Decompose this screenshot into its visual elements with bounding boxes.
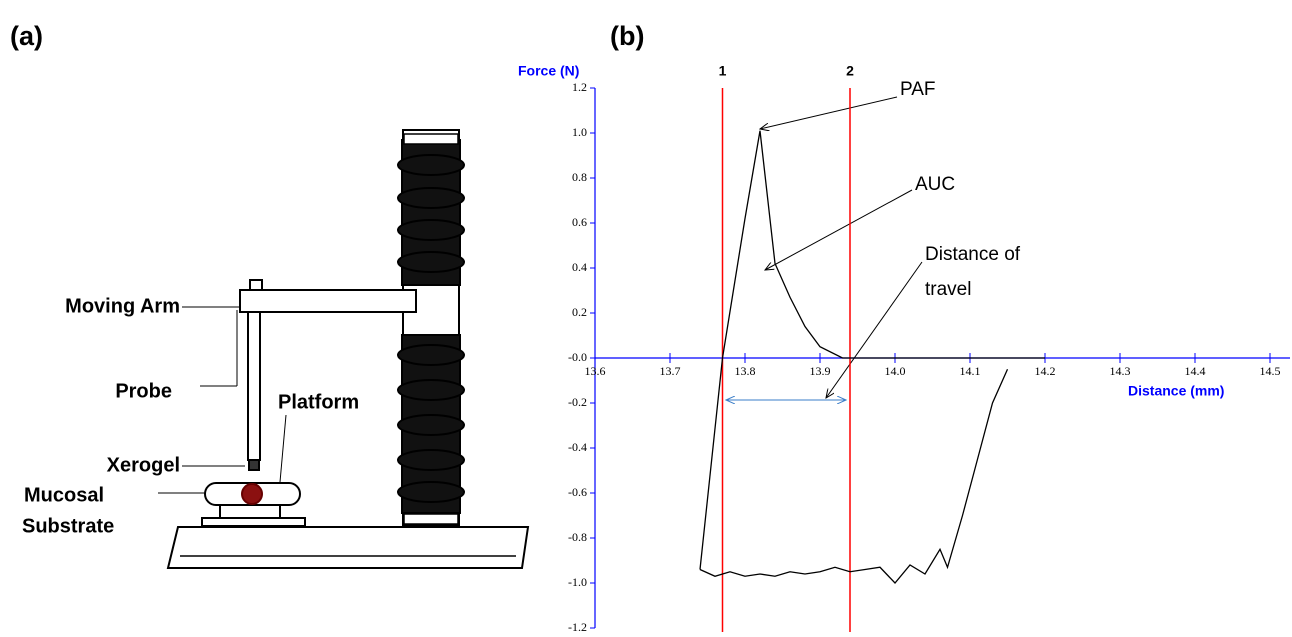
part-label: Mucosal	[24, 484, 104, 506]
y-tick-label: -0.0	[568, 350, 587, 364]
foot	[403, 513, 459, 525]
annotation: AUC	[915, 174, 955, 195]
arm	[239, 289, 417, 313]
part-label: Probe	[115, 380, 172, 402]
y-tick-label: 0.6	[572, 215, 587, 229]
x-tick-label: 14.1	[960, 364, 981, 378]
cap	[403, 133, 459, 145]
y-tick-label: 1.2	[572, 80, 587, 94]
x-tick-label: 13.9	[810, 364, 831, 378]
y-tick-label: 0.2	[572, 305, 587, 319]
x-axis-title: Distance (mm)	[1128, 383, 1224, 399]
discs	[397, 154, 465, 503]
y-tick-label: -0.2	[568, 395, 587, 409]
panel-label: (a)	[10, 21, 43, 51]
y-tick-label: -1.2	[568, 620, 587, 632]
xerogel	[241, 483, 263, 505]
line-series	[699, 368, 1009, 584]
stand	[201, 517, 306, 527]
y-axis-title: Force (N)	[518, 63, 579, 79]
panel-label: (b)	[610, 21, 644, 51]
annotations	[726, 96, 923, 400]
line-series	[699, 130, 1045, 570]
y-tick-label: -0.4	[568, 440, 587, 454]
leaders	[158, 306, 287, 494]
x-tick-label: 14.3	[1110, 364, 1131, 378]
y-tick-label: -0.8	[568, 530, 587, 544]
annotation: travel	[925, 279, 971, 300]
part-label: Platform	[278, 391, 359, 413]
knob	[249, 279, 263, 291]
base	[166, 526, 530, 569]
x-tick-label: 14.5	[1260, 364, 1281, 378]
annotation: Distance of	[925, 244, 1021, 265]
part-label: Moving Arm	[65, 295, 180, 317]
x-tick-label: 14.0	[885, 364, 906, 378]
y-tick-label: 1.0	[572, 125, 587, 139]
part-label: Xerogel	[107, 454, 180, 476]
x-tick-label: 13.8	[735, 364, 756, 378]
probe	[247, 311, 261, 461]
annotation: PAF	[900, 79, 936, 100]
y-tick-label: -0.6	[568, 485, 587, 499]
marker-label: 1	[719, 63, 727, 79]
x-tick-label: 14.4	[1185, 364, 1206, 378]
y-tick-label: 0.8	[572, 170, 587, 184]
apparatus	[158, 129, 530, 569]
y-tick-label: 0.4	[572, 260, 587, 274]
probe-tip	[248, 459, 260, 471]
x-tick-label: 14.2	[1035, 364, 1056, 378]
y-tick-label: -1.0	[568, 575, 587, 589]
x-tick-label: 13.7	[660, 364, 681, 378]
x-tick-label: 13.6	[585, 364, 606, 378]
part-label: Substrate	[22, 515, 114, 537]
marker-label: 2	[846, 63, 854, 79]
